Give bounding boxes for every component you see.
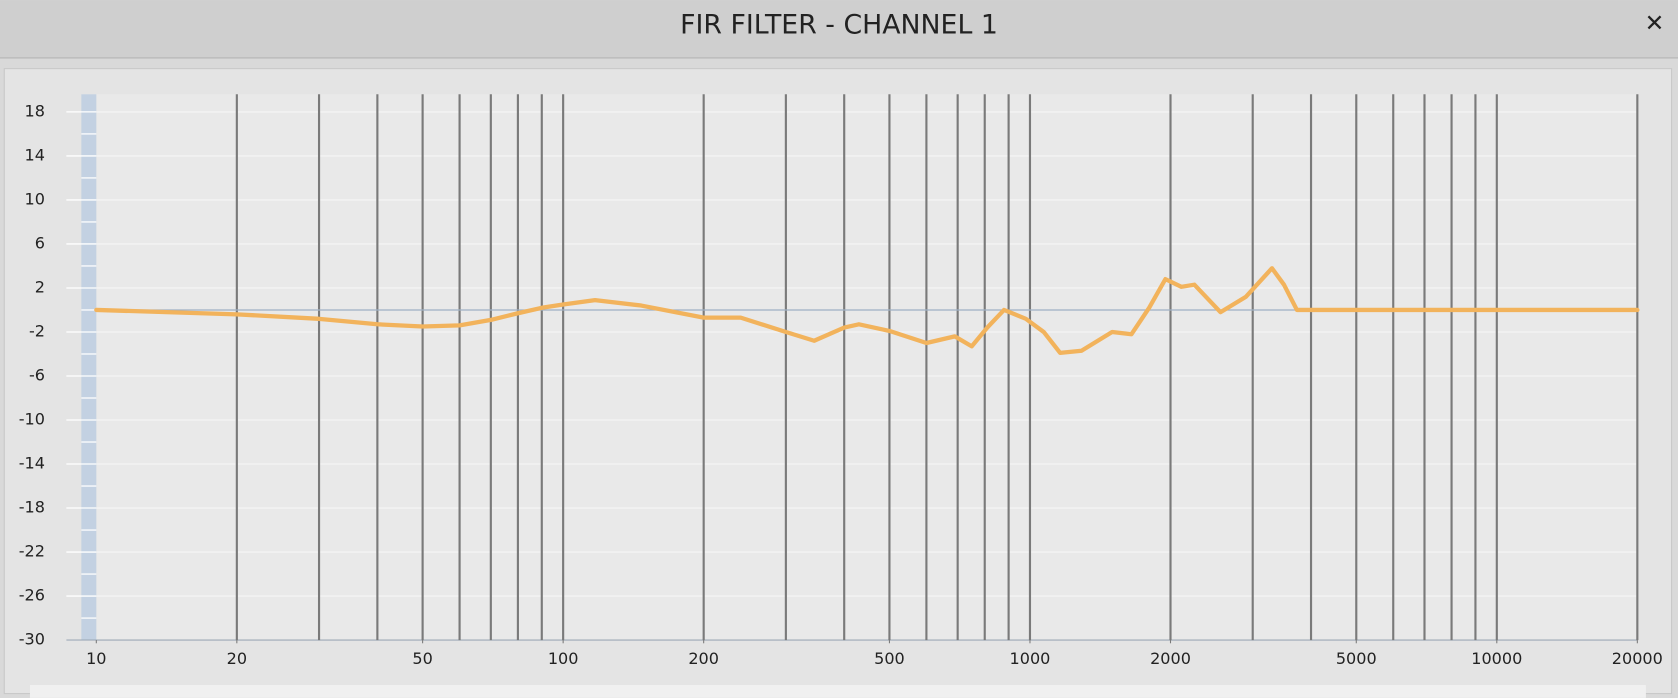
x-tick-label: 20000: [1612, 649, 1663, 668]
x-tick-label: 500: [874, 649, 905, 668]
plot-area: [96, 94, 1638, 641]
y-tick-label: -22: [19, 542, 45, 561]
y-tick-label: -26: [19, 586, 45, 605]
window-title: FIR FILTER - CHANNEL 1: [680, 9, 998, 40]
y-tick-label: -18: [19, 498, 45, 517]
title-bar: [0, 0, 1678, 58]
y-tick-label: -30: [19, 630, 45, 649]
x-tick-label: 100: [548, 649, 579, 668]
y-tick-label: -10: [19, 410, 45, 429]
y-tick-label: -2: [29, 321, 45, 340]
plot: 18 14 10 6 2 -2 -6 -10 -14 -18 -22 -26 -30 10 20 50 100 2…: [19, 94, 1663, 668]
y-axis-bar: [81, 94, 97, 641]
x-tick-label: 5000: [1336, 649, 1377, 668]
y-tick-label: -6: [29, 365, 45, 384]
x-tick-label: 50: [412, 649, 432, 668]
y-tick-label: 14: [25, 145, 45, 164]
close-button[interactable]: ✕: [1645, 9, 1665, 37]
x-tick-label: 2000: [1150, 649, 1191, 668]
x-tick-label: 10000: [1471, 649, 1522, 668]
y-tick-label: 18: [25, 101, 45, 120]
y-tick-label: 10: [25, 189, 45, 208]
response-curve: [94, 266, 1640, 355]
x-tick-label: 10: [86, 649, 106, 668]
x-tick-label: 20: [227, 649, 247, 668]
bottom-strip: [29, 685, 1646, 698]
y-tick-label: 6: [35, 233, 45, 252]
x-tick-label: 1000: [1010, 649, 1051, 668]
y-tick-label: 2: [35, 277, 45, 296]
y-tick-label: -14: [19, 454, 45, 473]
x-tick-label: 200: [688, 649, 719, 668]
